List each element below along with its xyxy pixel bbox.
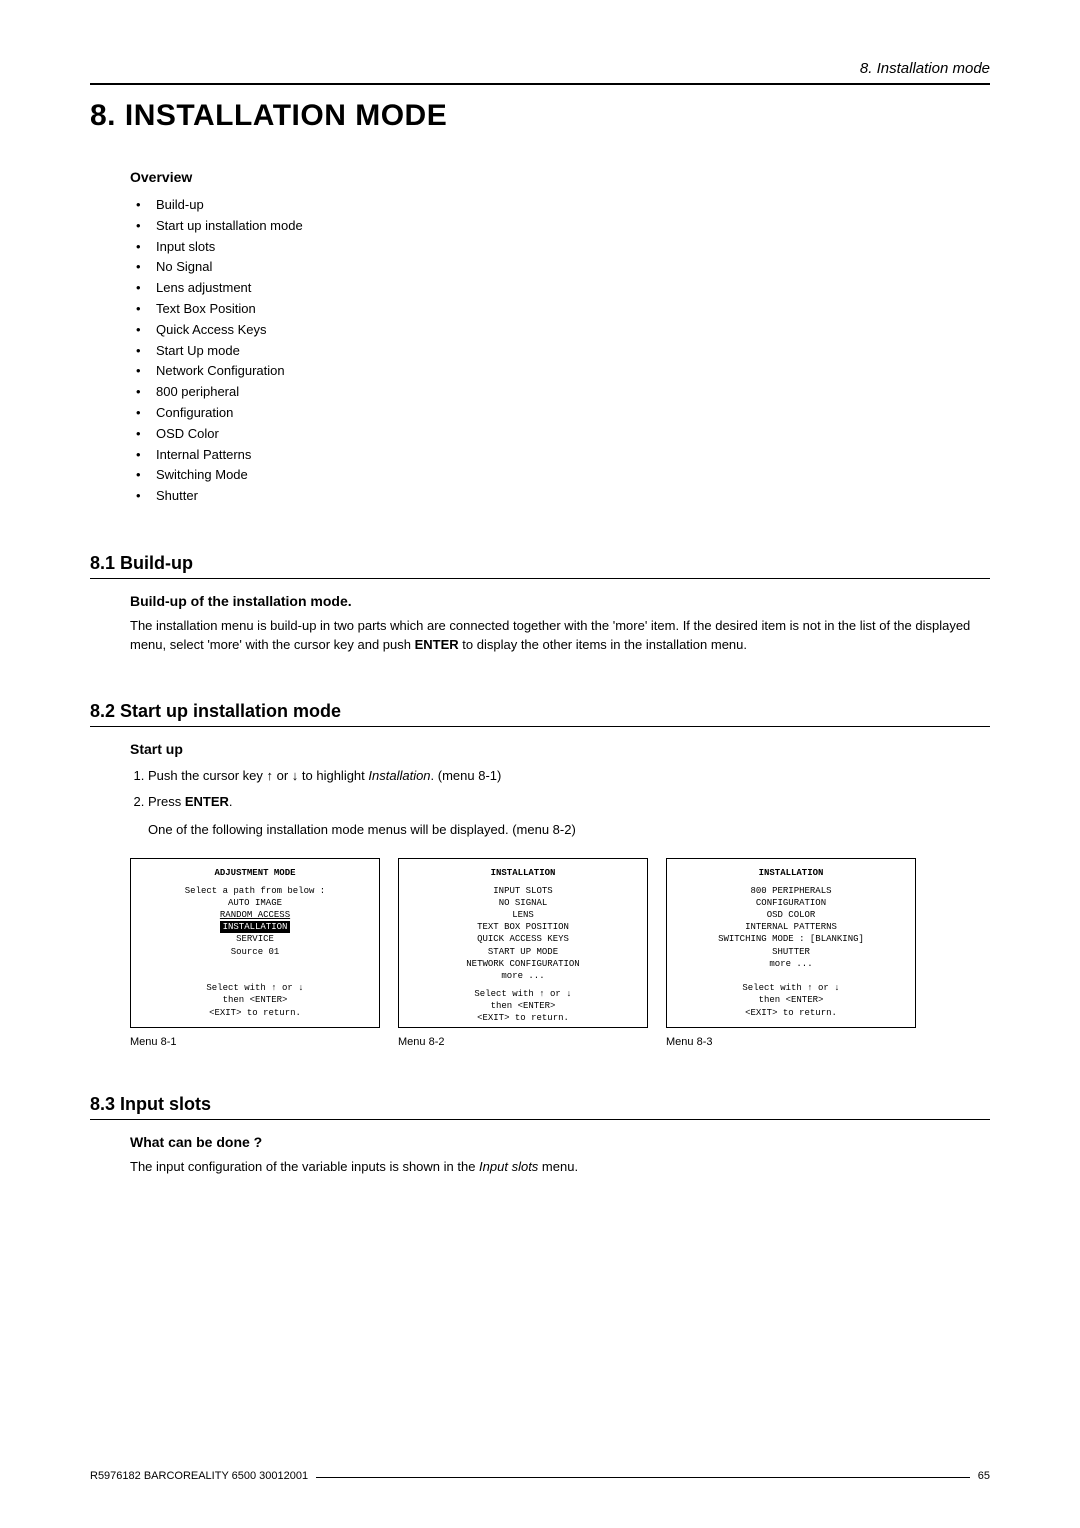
section-8-3-heading: 8.3 Input slots xyxy=(90,1094,990,1115)
overview-item: Internal Patterns xyxy=(130,445,990,466)
step-item: Press ENTER. One of the following instal… xyxy=(148,791,990,840)
overview-item: Start up installation mode xyxy=(130,216,990,237)
overview-item: OSD Color xyxy=(130,424,990,445)
menu-caption: Menu 8-2 xyxy=(398,1036,648,1048)
menu-wrapper: ADJUSTMENT MODE Select a path from below… xyxy=(130,858,380,1048)
menu-line: Source 01 xyxy=(137,946,373,958)
step-text: . (menu 8-1) xyxy=(431,768,502,783)
menu-title: INSTALLATION xyxy=(673,867,909,879)
menu-caption: Menu 8-1 xyxy=(130,1036,380,1048)
section-rule xyxy=(90,578,990,579)
footer-rule xyxy=(316,1477,970,1478)
footer-left: R5976182 BARCOREALITY 6500 30012001 xyxy=(90,1470,308,1482)
section-8-1-subheading: Build-up of the installation mode. xyxy=(130,593,990,609)
section-8-3-body: What can be done ? The input configurati… xyxy=(130,1134,990,1177)
overview-item: Start Up mode xyxy=(130,341,990,362)
para-text: menu. xyxy=(538,1159,578,1174)
closing-text: One of the following installation mode m… xyxy=(148,821,990,840)
menu-line: AUTO IMAGE xyxy=(137,897,373,909)
page-footer: R5976182 BARCOREALITY 6500 30012001 65 xyxy=(90,1470,990,1482)
menu-line: Select a path from below : xyxy=(137,885,373,897)
para-text: to display the other items in the instal… xyxy=(459,637,747,652)
overview-heading: Overview xyxy=(130,169,990,185)
overview-item: Shutter xyxy=(130,486,990,507)
para-text: The input configuration of the variable … xyxy=(130,1159,479,1174)
step-bold: ENTER xyxy=(185,794,229,809)
overview-block: Overview Build-up Start up installation … xyxy=(130,169,990,507)
menu-wrapper: INSTALLATION 800 PERIPHERALS CONFIGURATI… xyxy=(666,858,916,1048)
header-rule xyxy=(90,83,990,85)
overview-list: Build-up Start up installation mode Inpu… xyxy=(130,195,990,507)
menu-body: INPUT SLOTS NO SIGNAL LENS TEXT BOX POSI… xyxy=(405,885,641,982)
para-ital: Input slots xyxy=(479,1159,538,1174)
overview-item: Text Box Position xyxy=(130,299,990,320)
menu-wrapper: INSTALLATION INPUT SLOTS NO SIGNAL LENS … xyxy=(398,858,648,1048)
menu-line: RANDOM ACCESS xyxy=(137,909,373,921)
section-rule xyxy=(90,726,990,727)
menu-title: ADJUSTMENT MODE xyxy=(137,867,373,879)
menu-line-highlighted: INSTALLATION xyxy=(137,921,373,933)
menu-footer: Select with ↑ or ↓ then <ENTER> <EXIT> t… xyxy=(137,982,373,1018)
overview-item: Configuration xyxy=(130,403,990,424)
overview-item: No Signal xyxy=(130,257,990,278)
menu-8-1-box: ADJUSTMENT MODE Select a path from below… xyxy=(130,858,380,1028)
enter-keyword: ENTER xyxy=(415,637,459,652)
menu-8-3-box: INSTALLATION 800 PERIPHERALS CONFIGURATI… xyxy=(666,858,916,1028)
menu-caption: Menu 8-3 xyxy=(666,1036,916,1048)
overview-item: Switching Mode xyxy=(130,465,990,486)
section-8-3-subheading: What can be done ? xyxy=(130,1134,990,1150)
step-text: Press xyxy=(148,794,185,809)
section-8-3-para: The input configuration of the variable … xyxy=(130,1158,990,1177)
menu-8-2-box: INSTALLATION INPUT SLOTS NO SIGNAL LENS … xyxy=(398,858,648,1028)
section-8-1-body: Build-up of the installation mode. The i… xyxy=(130,593,990,655)
step-item: Push the cursor key ↑ or ↓ to highlight … xyxy=(148,765,990,787)
page-header-right: 8. Installation mode xyxy=(90,60,990,77)
overview-item: Lens adjustment xyxy=(130,278,990,299)
menu-top: INSTALLATION INPUT SLOTS NO SIGNAL LENS … xyxy=(405,867,641,982)
steps-list: Push the cursor key ↑ or ↓ to highlight … xyxy=(148,765,990,840)
section-8-2-subheading: Start up xyxy=(130,741,990,757)
overview-item: Input slots xyxy=(130,237,990,258)
overview-item: Quick Access Keys xyxy=(130,320,990,341)
overview-item: Network Configuration xyxy=(130,361,990,382)
section-8-1-heading: 8.1 Build-up xyxy=(90,553,990,574)
menu-top: INSTALLATION 800 PERIPHERALS CONFIGURATI… xyxy=(673,867,909,970)
menu-footer: Select with ↑ or ↓ then <ENTER> <EXIT> t… xyxy=(673,982,909,1018)
menus-row: ADJUSTMENT MODE Select a path from below… xyxy=(130,858,990,1048)
menu-title: INSTALLATION xyxy=(405,867,641,879)
section-8-2-heading: 8.2 Start up installation mode xyxy=(90,701,990,722)
overview-item: 800 peripheral xyxy=(130,382,990,403)
menu-body: 800 PERIPHERALS CONFIGURATION OSD COLOR … xyxy=(673,885,909,970)
menu-line: SERVICE xyxy=(137,933,373,945)
section-8-1-para: The installation menu is build-up in two… xyxy=(130,617,990,655)
footer-page-number: 65 xyxy=(978,1470,990,1482)
section-rule xyxy=(90,1119,990,1120)
menu-footer: Select with ↑ or ↓ then <ENTER> <EXIT> t… xyxy=(405,988,641,1024)
step-ital: Installation xyxy=(368,768,430,783)
chapter-title: 8. INSTALLATION MODE xyxy=(90,99,990,133)
step-text: Push the cursor key ↑ or ↓ to highlight xyxy=(148,768,368,783)
menu-top: ADJUSTMENT MODE Select a path from below… xyxy=(137,867,373,958)
step-text: . xyxy=(229,794,233,809)
overview-item: Build-up xyxy=(130,195,990,216)
section-8-2-body: Start up Push the cursor key ↑ or ↓ to h… xyxy=(130,741,990,1048)
